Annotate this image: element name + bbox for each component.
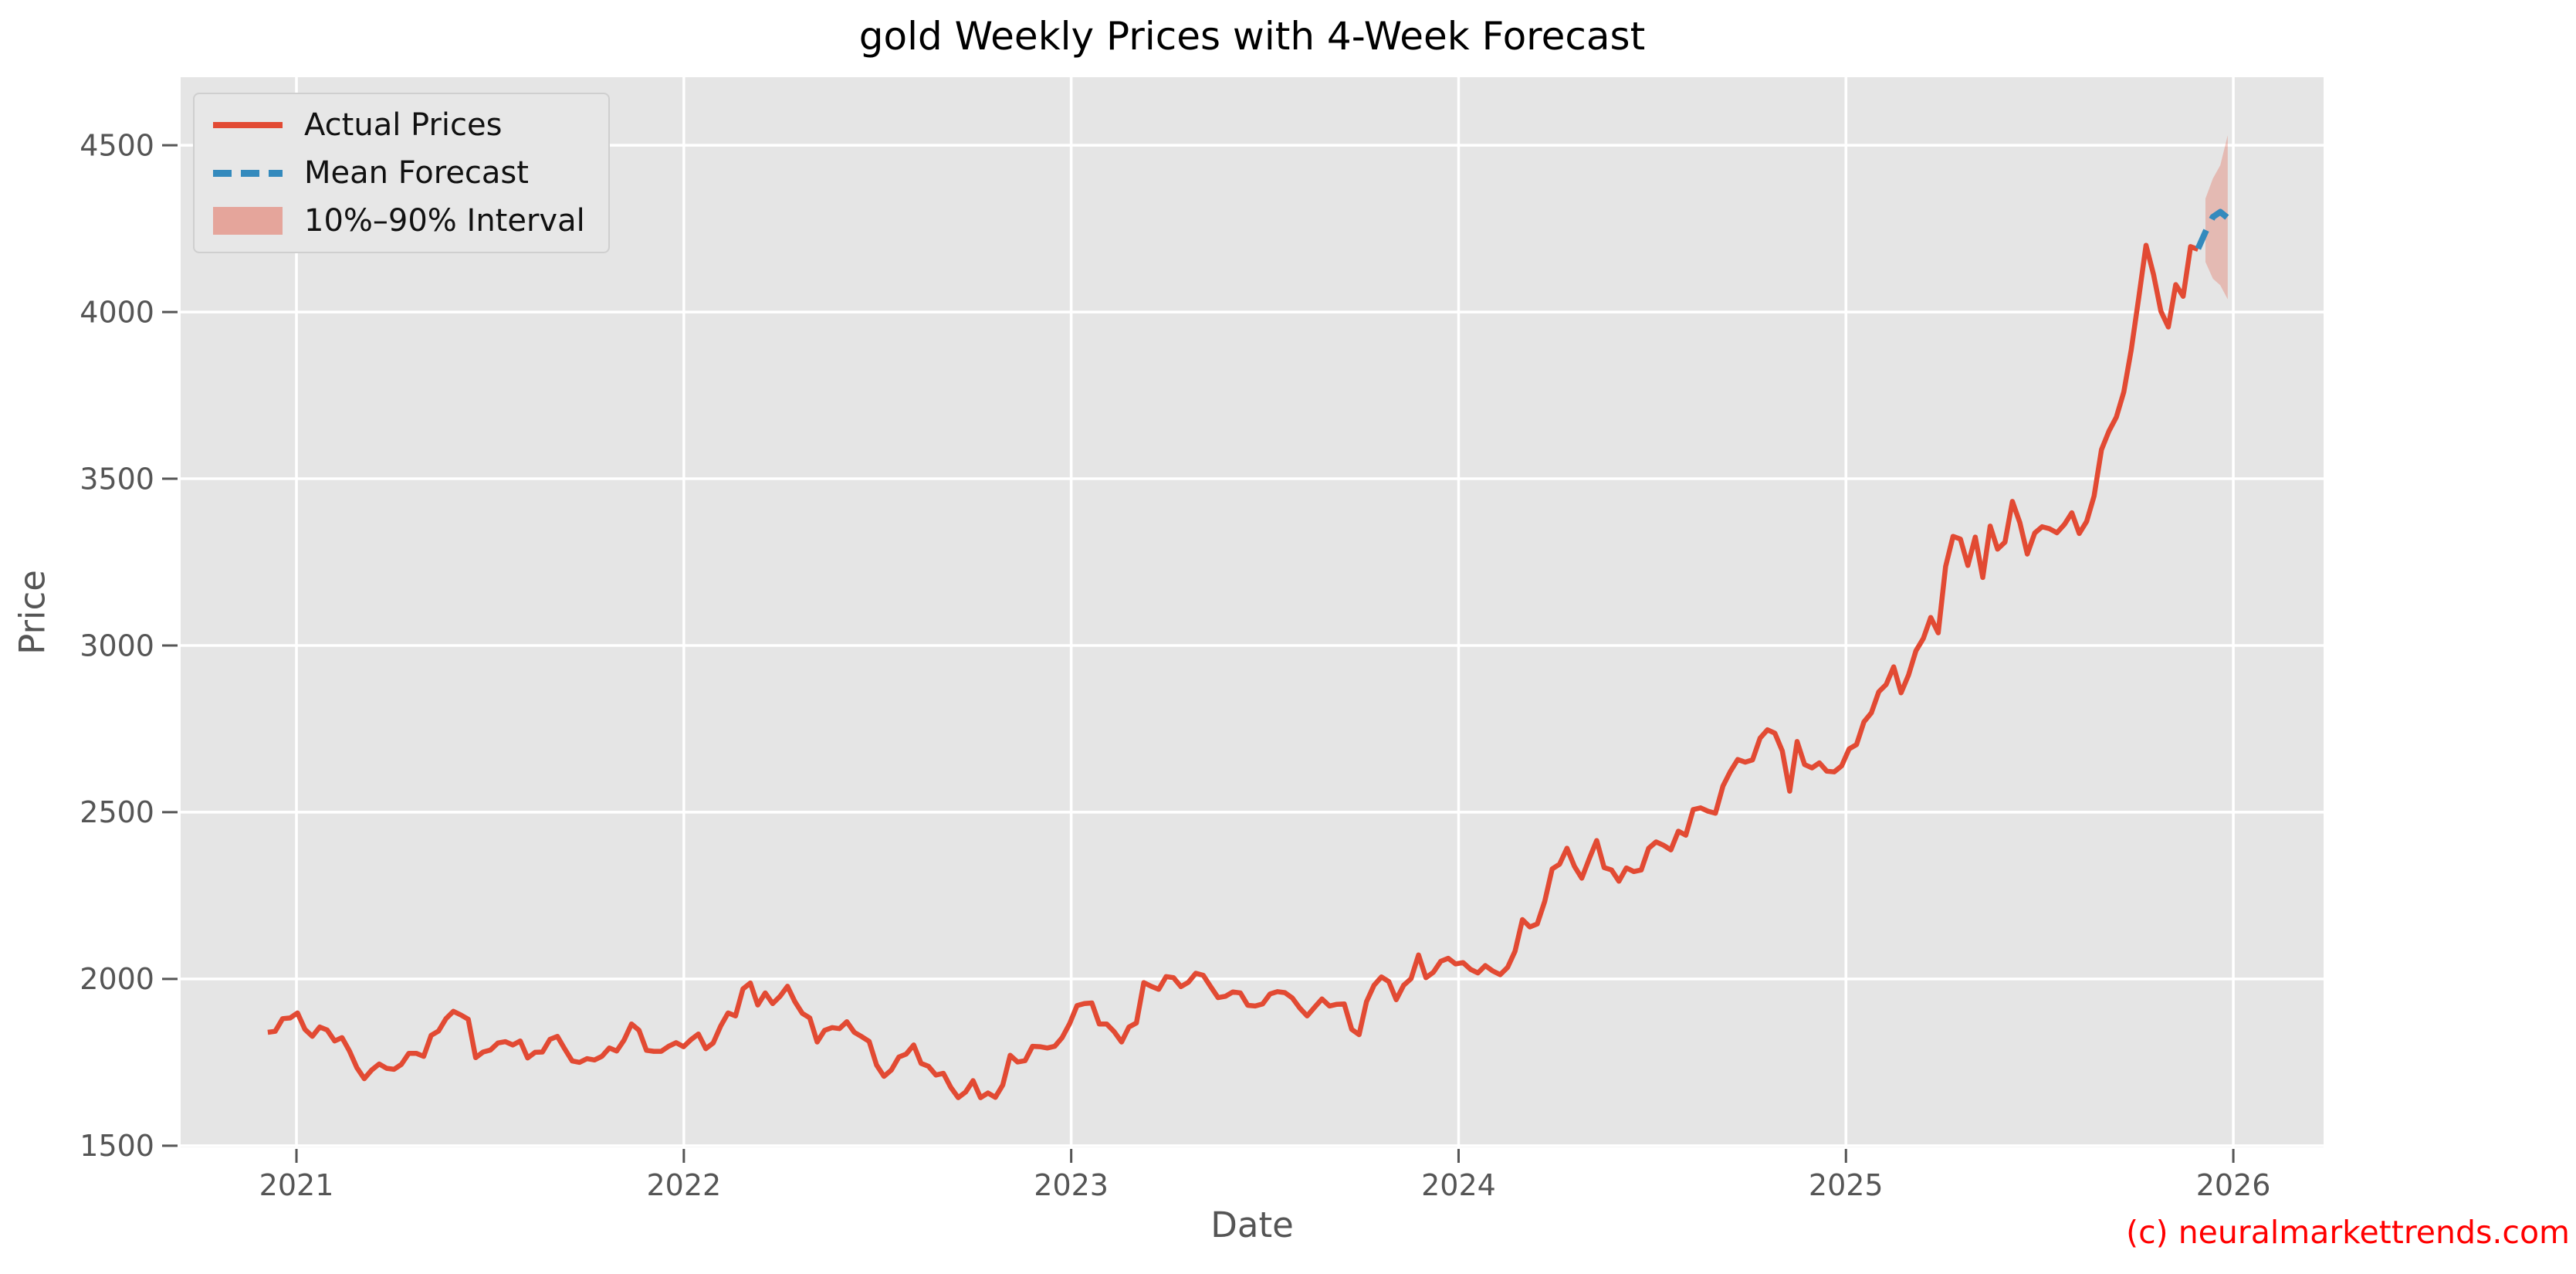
legend-label: Actual Prices bbox=[304, 107, 503, 143]
y-tick-label: 4000 bbox=[80, 295, 154, 329]
y-tick-label: 1500 bbox=[80, 1129, 154, 1163]
x-axis-label: Date bbox=[1210, 1205, 1294, 1245]
y-tick-label: 4500 bbox=[80, 128, 154, 162]
dashed-line-swatch-icon bbox=[213, 169, 283, 177]
mean-forecast-line bbox=[2195, 208, 2230, 250]
y-tick-label: 3000 bbox=[80, 629, 154, 662]
actual-prices-line bbox=[267, 242, 2199, 1100]
legend-item-actual-prices: Actual Prices bbox=[213, 107, 585, 144]
plot-background bbox=[181, 77, 2324, 1147]
x-tick-label: 2025 bbox=[1809, 1168, 1884, 1202]
gridlines bbox=[181, 77, 2324, 1147]
band-swatch-icon bbox=[213, 207, 283, 235]
axis-tick-labels: 1500 2000 2500 3000 3500 4000 4500 2021 2022 2023… bbox=[80, 128, 2270, 1202]
legend-item-mean-forecast: Mean Forecast bbox=[213, 154, 585, 191]
watermark: (c) neuralmarkettrends.com bbox=[2126, 1214, 2570, 1251]
x-tick-label: 2023 bbox=[1034, 1168, 1109, 1202]
x-tick-label: 2026 bbox=[2196, 1168, 2271, 1202]
legend: Actual Prices Mean Forecast 10%–90% Inte… bbox=[193, 93, 610, 253]
legend-label: Mean Forecast bbox=[304, 155, 529, 191]
legend-item-interval: 10%–90% Interval bbox=[213, 202, 585, 239]
x-tick-label: 2022 bbox=[646, 1168, 721, 1202]
y-tick-label: 2000 bbox=[80, 962, 154, 996]
solid-line-swatch-icon bbox=[213, 122, 283, 128]
chart-title: gold Weekly Prices with 4-Week Forecast bbox=[858, 14, 1646, 59]
x-tick-label: 2024 bbox=[1421, 1168, 1496, 1202]
axis-ticks bbox=[162, 144, 2235, 1163]
y-axis-label: Price bbox=[12, 570, 53, 655]
legend-label: 10%–90% Interval bbox=[304, 203, 585, 239]
y-tick-label: 2500 bbox=[80, 795, 154, 829]
y-tick-label: 3500 bbox=[80, 462, 154, 496]
x-tick-label: 2021 bbox=[259, 1168, 334, 1202]
